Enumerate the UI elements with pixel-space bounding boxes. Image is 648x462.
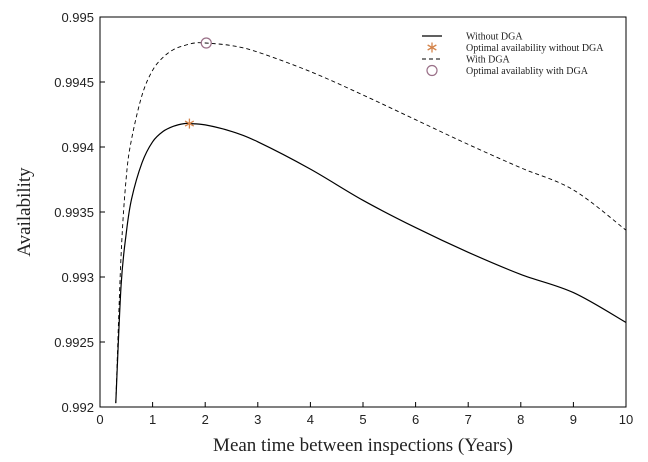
legend-label: With DGA bbox=[466, 55, 511, 66]
series-line-without-dga bbox=[115, 122, 627, 404]
y-axis-label: Availability bbox=[14, 167, 35, 257]
x-tick-label: 10 bbox=[619, 412, 633, 427]
x-tick-label: 4 bbox=[307, 412, 314, 427]
series-lines bbox=[115, 42, 627, 404]
y-tick-label: 0.994 bbox=[61, 140, 94, 155]
y-tick-label: 0.995 bbox=[61, 10, 94, 25]
x-tick-label: 2 bbox=[202, 412, 209, 427]
x-tick-label: 3 bbox=[254, 412, 261, 427]
legend-swatch bbox=[426, 64, 438, 77]
y-tick-label: 0.9925 bbox=[54, 335, 94, 350]
y-tick-label: 0.992 bbox=[61, 400, 94, 415]
optimal-with-dga-marker bbox=[200, 37, 212, 49]
legend-swatch bbox=[427, 42, 437, 53]
legend-label: Optimal availablity with DGA bbox=[466, 66, 589, 77]
x-tick-label: 6 bbox=[412, 412, 419, 427]
series-line-with-dga bbox=[115, 42, 627, 404]
x-axis-label: Mean time between inspections (Years) bbox=[213, 435, 513, 456]
y-tick-label: 0.993 bbox=[61, 270, 94, 285]
x-tick-label: 8 bbox=[517, 412, 524, 427]
optimal-without-dga-marker bbox=[184, 118, 195, 129]
legend-label: Optimal availability without DGA bbox=[466, 43, 604, 54]
axis-ticks: 0 1 2 3 4 5 6 7 8 9 10 0.992 0.9925 0.993 0.9935 0.994 0… bbox=[54, 10, 633, 427]
x-tick-label: 1 bbox=[149, 412, 156, 427]
y-tick-label: 0.9935 bbox=[54, 205, 94, 220]
x-tick-label: 5 bbox=[359, 412, 366, 427]
x-tick-label: 0 bbox=[96, 412, 103, 427]
x-tick-label: 7 bbox=[465, 412, 472, 427]
legend-label: Without DGA bbox=[466, 32, 523, 43]
x-tick-label: 9 bbox=[570, 412, 577, 427]
optimum-markers bbox=[184, 37, 212, 129]
y-tick-label: 0.9945 bbox=[54, 75, 94, 90]
